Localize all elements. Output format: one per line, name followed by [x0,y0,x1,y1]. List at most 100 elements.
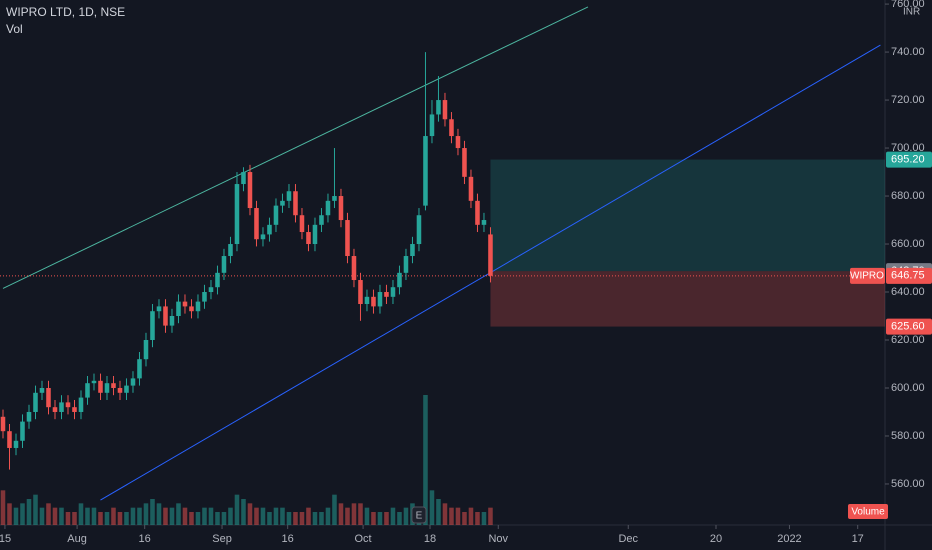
candle-body [124,385,129,393]
volume-label: Volume [851,507,885,518]
volume-bar [150,499,155,525]
candle-body [280,200,285,206]
x-tick-label: Sep [212,533,232,545]
candle-body [176,301,181,317]
stop-price-label-box [886,318,932,335]
volume-bar [228,507,233,525]
candle-body [208,287,214,293]
y-tick-label: 760.00 [891,0,925,10]
volume-bar [364,507,370,525]
volume-bar [26,499,32,525]
candle-body [384,292,389,297]
candle-body [72,407,77,412]
candle-body [241,172,246,185]
volume-bar [208,507,214,525]
candle-body [475,200,480,225]
candle-body [156,306,162,312]
volume-bar [423,395,428,525]
candle-body [332,196,337,201]
stop-price-label: 625.60 [891,320,925,332]
volume-bar [72,512,77,525]
y-tick-label: 620.00 [891,334,925,346]
volume-bar [371,512,376,525]
volume-bar [455,507,461,525]
volume-bar [267,512,272,525]
last-price-label-box [886,267,932,284]
candle-body [429,114,435,137]
candle-body [189,306,194,312]
x-tick-label: 16 [139,533,151,545]
volume-bar [169,507,175,525]
y-tick-label: 700.00 [891,142,925,154]
x-tick-label: 17 [852,533,864,545]
y-tick-label: 640.00 [891,286,925,298]
volume-bar [124,512,129,525]
volume-bar [306,507,311,525]
candle-body [137,359,142,379]
candle-body [397,272,402,288]
volume-bar [319,512,324,525]
volume-bar [403,507,409,525]
volume-bar [156,503,162,525]
chart-title: WIPRO LTD, 1D, NSE [6,5,125,19]
candle-body [436,100,441,115]
candle-body [247,172,253,209]
candle-body [273,205,279,225]
candle-body [150,311,155,341]
candle-body [59,402,64,412]
x-tick-label: Nov [488,533,508,545]
volume-bar [117,512,123,525]
candle-body [130,378,136,386]
volume-bar [13,507,19,525]
volume-bar [260,507,266,525]
candle-body [7,431,12,448]
candle-body [78,397,84,412]
volume-bar [195,512,201,525]
volume-bar [351,503,357,525]
volume-bar [111,507,116,525]
y-tick-label: 560.00 [891,478,925,490]
volume-bar [254,507,259,525]
volume-bar [7,503,12,525]
plot-area [0,6,885,525]
trend-line [2,6,589,289]
candle-body [20,421,25,441]
y-tick-label: 680.00 [891,190,925,202]
volume-bar [33,494,38,525]
candle-body [117,387,123,393]
volume-bar [449,507,454,525]
volume-bar [104,512,110,525]
volume-bar [338,503,344,525]
candle-body [364,296,370,305]
volume-bar [286,512,292,525]
volume-bar [65,512,71,525]
earnings-marker [411,506,427,524]
symbol-label: WIPRO [850,270,884,281]
candle-body [325,200,331,216]
candle-body [403,256,409,273]
volume-bar [46,503,51,525]
candle-body [26,411,32,422]
volume-bar [247,503,253,525]
earnings-label: E [416,511,423,522]
candle-body [111,383,116,388]
candle-body [234,184,240,245]
candle-body [221,256,227,273]
candle-body [143,340,149,360]
volume-bar [189,512,194,525]
volume-bar [98,512,103,525]
volume-bar [130,507,136,525]
volume-bar [182,507,188,525]
candle-body [351,256,357,281]
y-tick-label: 740.00 [891,46,925,58]
x-tick-label: 16 [282,533,294,545]
volume-bar [358,503,363,525]
volume-bar [468,507,474,525]
stop-zone [490,271,885,327]
volume-bar [234,494,240,525]
target-price-label: 695.20 [891,153,925,165]
last-price-label: 646.75 [891,270,925,282]
candle-body [202,292,207,302]
